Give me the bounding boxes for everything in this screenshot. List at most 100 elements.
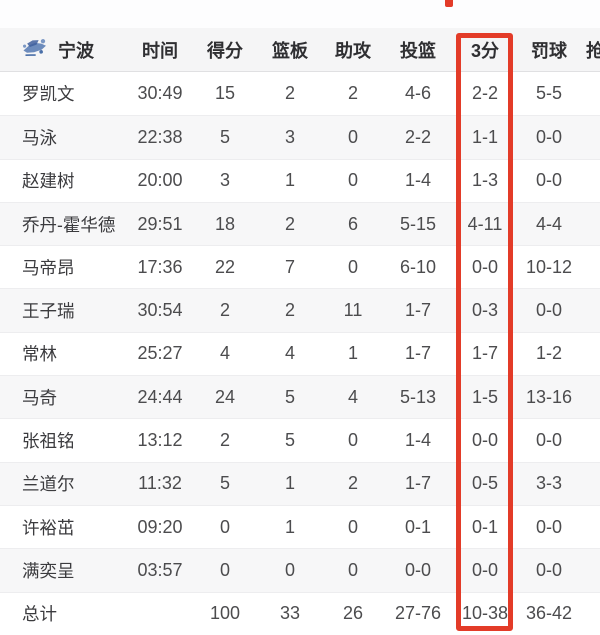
player-name: 常林: [22, 344, 57, 365]
stat-points: 15: [214, 83, 236, 104]
stat-3pt: 1-7: [471, 343, 498, 364]
player-row: 罗凯文 30:49 15 2 2 4-6 2-2 5-5: [0, 72, 600, 116]
stat-time: 22:38: [137, 126, 183, 147]
stat-assists: 11: [343, 300, 363, 321]
stat-rebounds: 1: [284, 170, 295, 191]
player-name: 马帝昂: [22, 257, 75, 278]
player-row: 满奕呈 03:57 0 0 0 0-0 0-0 0-0: [0, 548, 600, 592]
stat-3pt: 0-3: [471, 300, 498, 321]
stat-assists: 1: [347, 343, 358, 364]
stat-fg: 1-7: [404, 473, 431, 494]
stat-fg: 5-15: [399, 213, 437, 234]
stat-3pt: 1-5: [471, 386, 498, 407]
totals-label: 总计: [22, 604, 57, 625]
player-row: 赵建树 20:00 3 1 0 1-4 1-3 0-0: [0, 158, 600, 202]
stat-ft: 36-42: [525, 603, 573, 624]
stat-3pt: 0-0: [471, 430, 498, 451]
player-row: 常林 25:27 4 4 1 1-7 1-7 1-2: [0, 331, 600, 376]
top-strip: [0, 0, 600, 28]
stat-points: 2: [219, 300, 230, 321]
player-name: 罗凯文: [22, 84, 75, 105]
stat-3pt: 0-5: [471, 473, 498, 494]
stat-rebounds: 5: [284, 430, 295, 451]
player-name: 赵建树: [22, 171, 75, 192]
column-header-6: 3分: [470, 40, 499, 61]
stat-fg: 0-1: [404, 516, 431, 537]
player-row: 兰道尔 11:32 5 1 2 1-7 0-5 3-3: [0, 461, 600, 505]
stat-rebounds: 0: [284, 559, 295, 580]
team-logo-icon: [20, 36, 50, 63]
stat-3pt: 4-11: [467, 213, 503, 234]
player-row: 乔丹-霍华德 29:51 18 2 6 5-15 4-11 4-4: [0, 201, 600, 246]
stat-ft: 0-0: [535, 126, 562, 147]
column-header-2: 得分: [207, 40, 243, 61]
column-header-1: 时间: [142, 40, 178, 61]
stat-points: 5: [219, 126, 230, 147]
stat-rebounds: 2: [284, 300, 295, 321]
totals-row: 总计 100 33 26 27-76 10-38 36-42: [0, 591, 600, 635]
player-name: 乔丹-霍华德: [22, 214, 116, 235]
stat-points: 24: [214, 386, 236, 407]
stat-assists: 26: [342, 603, 364, 624]
stat-ft: 13-16: [525, 386, 573, 407]
column-header-5: 投篮: [400, 40, 436, 61]
player-name: 许裕茁: [22, 517, 75, 538]
stat-ft: 10-12: [525, 256, 573, 277]
stat-rebounds: 4: [284, 343, 295, 364]
player-row: 马奇 24:44 24 5 4 5-13 1-5 13-16: [0, 375, 600, 419]
stat-3pt: 1-3: [471, 170, 498, 191]
player-name: 张祖铭: [22, 431, 75, 452]
stat-fg: 5-13: [399, 386, 437, 407]
stat-assists: 0: [347, 430, 358, 451]
stat-ft: 5-5: [535, 83, 562, 104]
stat-time: 03:57: [137, 559, 183, 580]
stat-fg: 1-7: [404, 343, 431, 364]
stat-fg: 0-0: [404, 559, 431, 580]
stat-3pt: 0-0: [471, 256, 498, 277]
stat-time: 29:51: [137, 213, 183, 234]
stat-rebounds: 2: [284, 213, 295, 234]
stat-time: 30:54: [137, 300, 183, 321]
player-row: 马帝昂 17:36 22 7 0 6-10 0-0 10-12: [0, 245, 600, 289]
stat-ft: 0-0: [535, 559, 562, 580]
stat-fg: 6-10: [399, 256, 437, 277]
stat-assists: 0: [347, 170, 358, 191]
stat-points: 3: [219, 170, 230, 191]
stat-points: 5: [219, 473, 230, 494]
stat-fg: 2-2: [404, 126, 431, 147]
stat-ft: 0-0: [535, 170, 562, 191]
stat-points: 2: [219, 430, 230, 451]
player-row: 马泳 22:38 5 3 0 2-2 1-1 0-0: [0, 115, 600, 159]
stat-time: 13:12: [137, 430, 183, 451]
stat-time: 09:20: [137, 516, 183, 537]
stat-fg: 1-4: [404, 170, 431, 191]
stat-ft: 3-3: [535, 473, 562, 494]
player-row: 许裕茁 09:20 0 1 0 0-1 0-1 0-0: [0, 504, 600, 549]
stat-rebounds: 33: [279, 603, 301, 624]
stat-rebounds: 5: [284, 386, 295, 407]
stat-assists: 0: [347, 559, 358, 580]
red-annotation-fragment: [445, 0, 453, 7]
stat-time: 25:27: [137, 343, 183, 364]
player-row: 王子瑞 30:54 2 2 11 1-7 0-3 0-0: [0, 288, 600, 332]
stat-3pt: 10-38: [461, 603, 509, 624]
player-name: 兰道尔: [22, 474, 75, 495]
stat-fg: 1-7: [404, 300, 431, 321]
stat-time: 30:49: [137, 83, 183, 104]
player-name: 王子瑞: [22, 301, 75, 322]
stat-ft: 0-0: [535, 516, 562, 537]
player-name: 马奇: [22, 387, 57, 408]
stat-points: 0: [219, 559, 230, 580]
stat-3pt: 1-1: [471, 126, 498, 147]
team-name: 宁波: [58, 40, 94, 61]
stat-3pt: 2-2: [471, 83, 498, 104]
stat-ft: 1-2: [535, 343, 562, 364]
box-score-table: 宁波 时间得分篮板助攻投篮3分罚球抢断 罗凯文30:4915224-62-25-…: [0, 28, 600, 635]
stat-rebounds: 1: [284, 473, 295, 494]
stat-time: 11:32: [138, 473, 182, 494]
stat-points: 4: [219, 343, 230, 364]
stat-rebounds: 1: [284, 516, 295, 537]
table-rows: 罗凯文 30:49 15 2 2 4-6 2-2 5-5 马泳 22:38 5 3 0 2-2 1-1 0-0…: [0, 72, 600, 635]
stat-assists: 0: [347, 256, 358, 277]
